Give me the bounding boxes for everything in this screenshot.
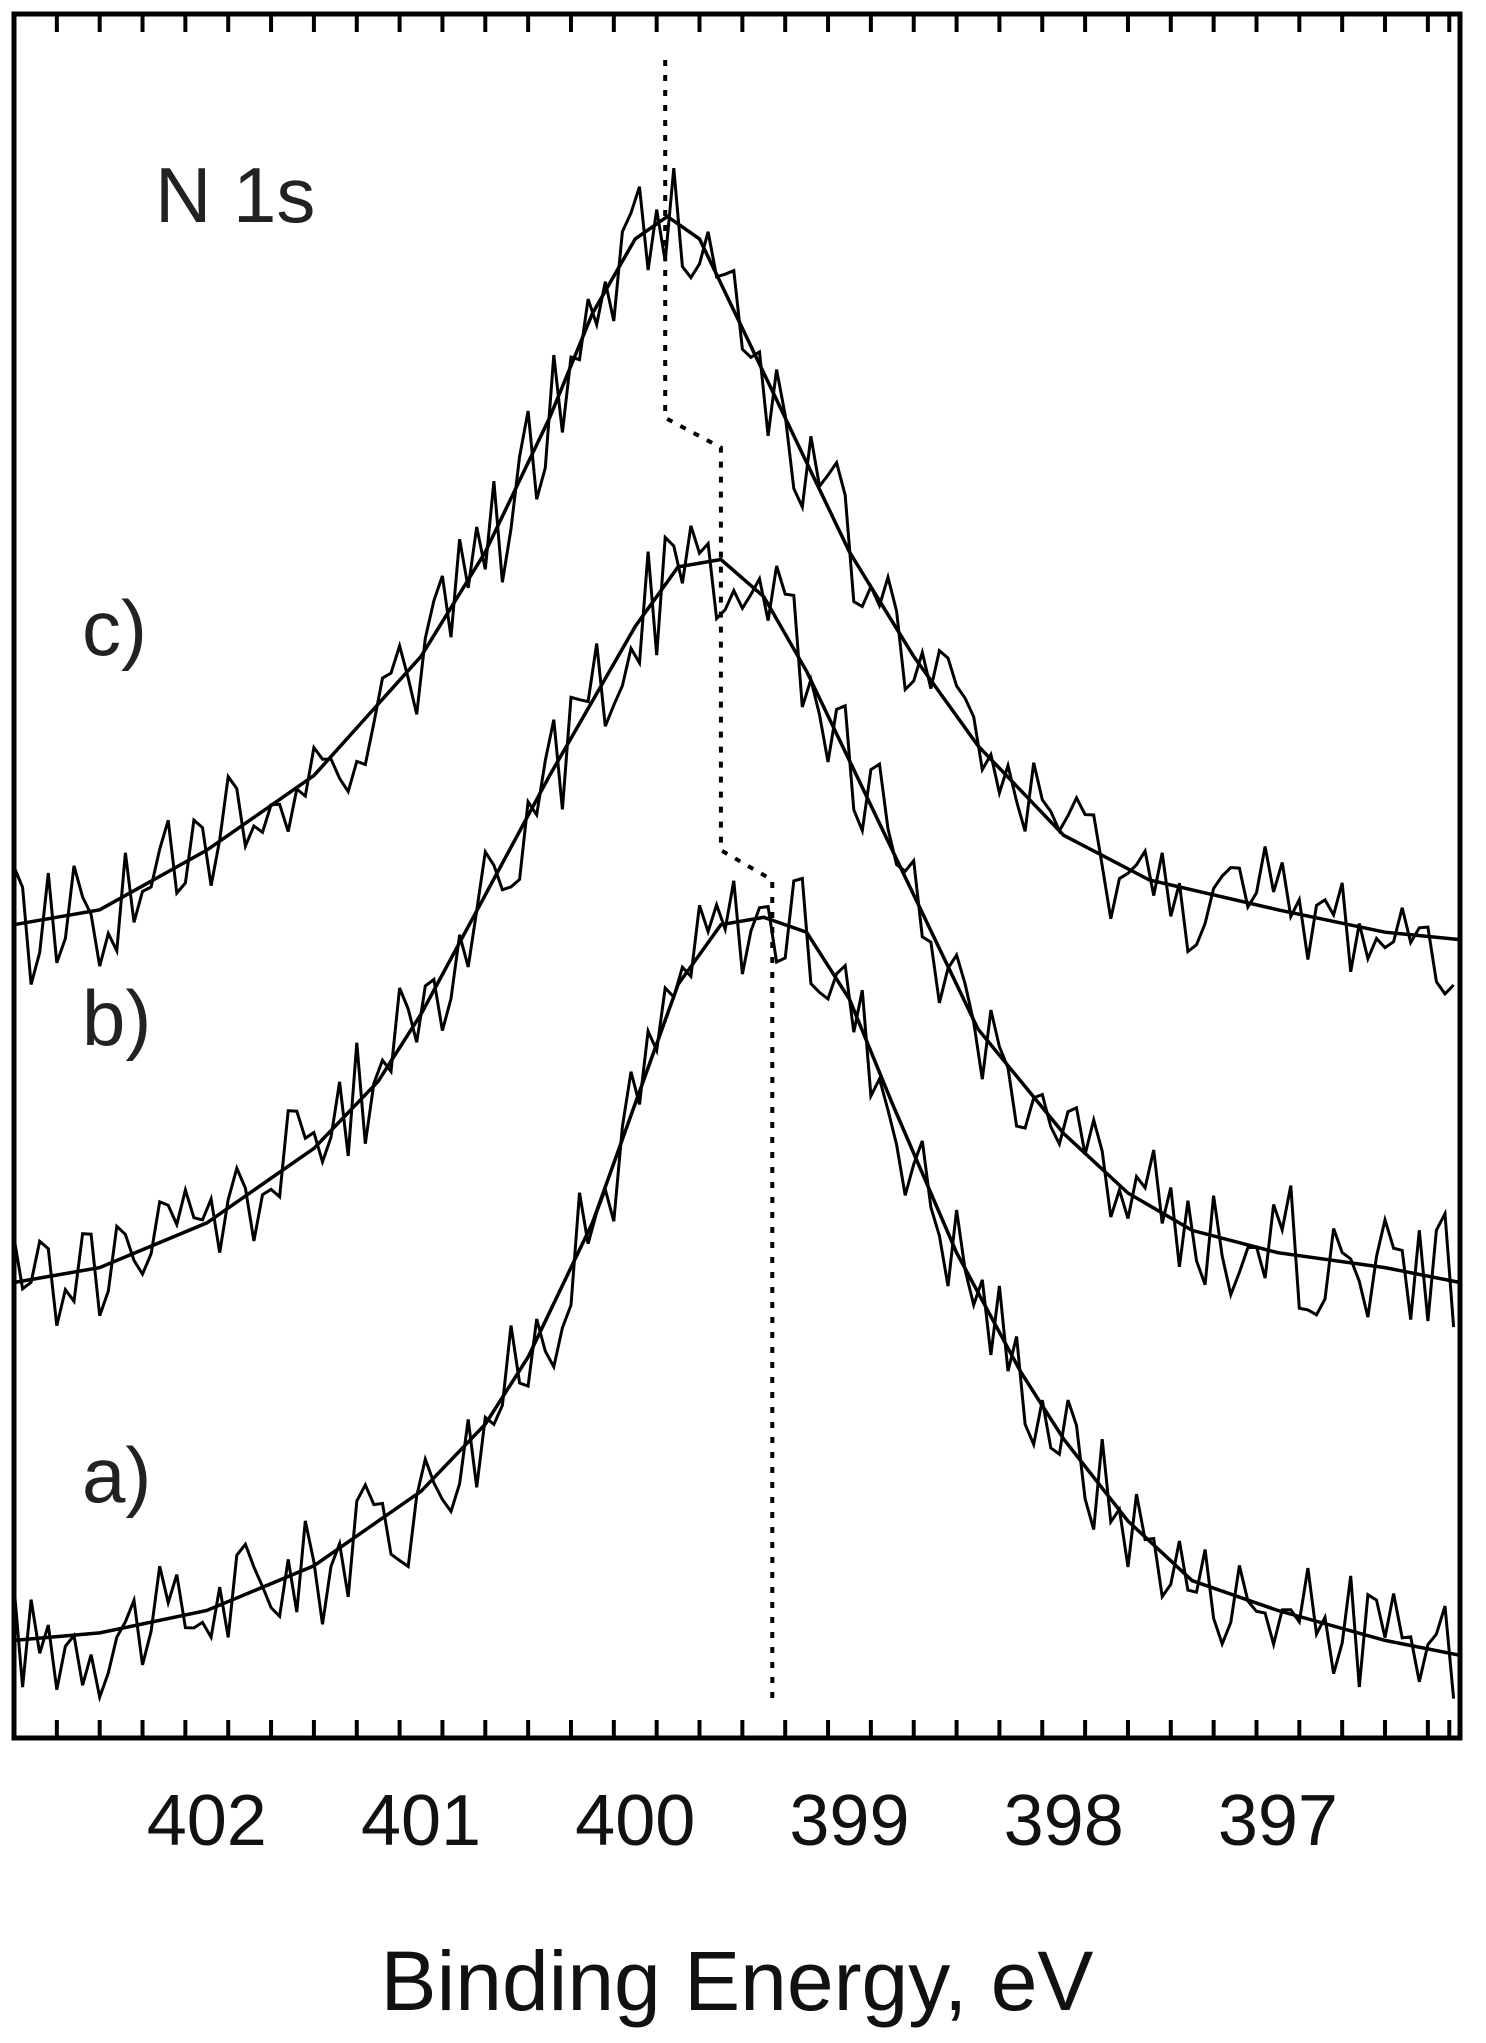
- x-tick-label: 401: [361, 1781, 481, 1861]
- raw-spectrum-b: [12, 525, 1456, 1328]
- series-label-c: c): [82, 584, 147, 672]
- x-tick-label: 402: [147, 1781, 267, 1861]
- raw-spectrum-a: [12, 876, 1456, 1703]
- spectrum-annotation: N 1s: [155, 151, 315, 239]
- series-layer: [12, 167, 1461, 1703]
- x-tick-labels: 402 401 400 399 398 397: [147, 1781, 1338, 1861]
- x-tick-label: 400: [575, 1781, 695, 1861]
- x-tick-label: 398: [1004, 1781, 1124, 1861]
- series-label-b: b): [82, 974, 151, 1062]
- axis-ticks: [54, 14, 1452, 1738]
- series-label-a: a): [82, 1431, 151, 1519]
- x-tick-label: 399: [789, 1781, 909, 1861]
- plot-frame: [11, 11, 1463, 1741]
- peak-position-marker: [663, 60, 775, 1700]
- fit-line-c: [13, 214, 1461, 942]
- x-tick-label: 397: [1218, 1781, 1338, 1861]
- x-axis-title: Binding Energy, eV: [381, 1934, 1094, 2028]
- marker-layer: [663, 60, 775, 1700]
- raw-spectrum-c: [12, 167, 1455, 997]
- fit-line-a: [13, 915, 1461, 1658]
